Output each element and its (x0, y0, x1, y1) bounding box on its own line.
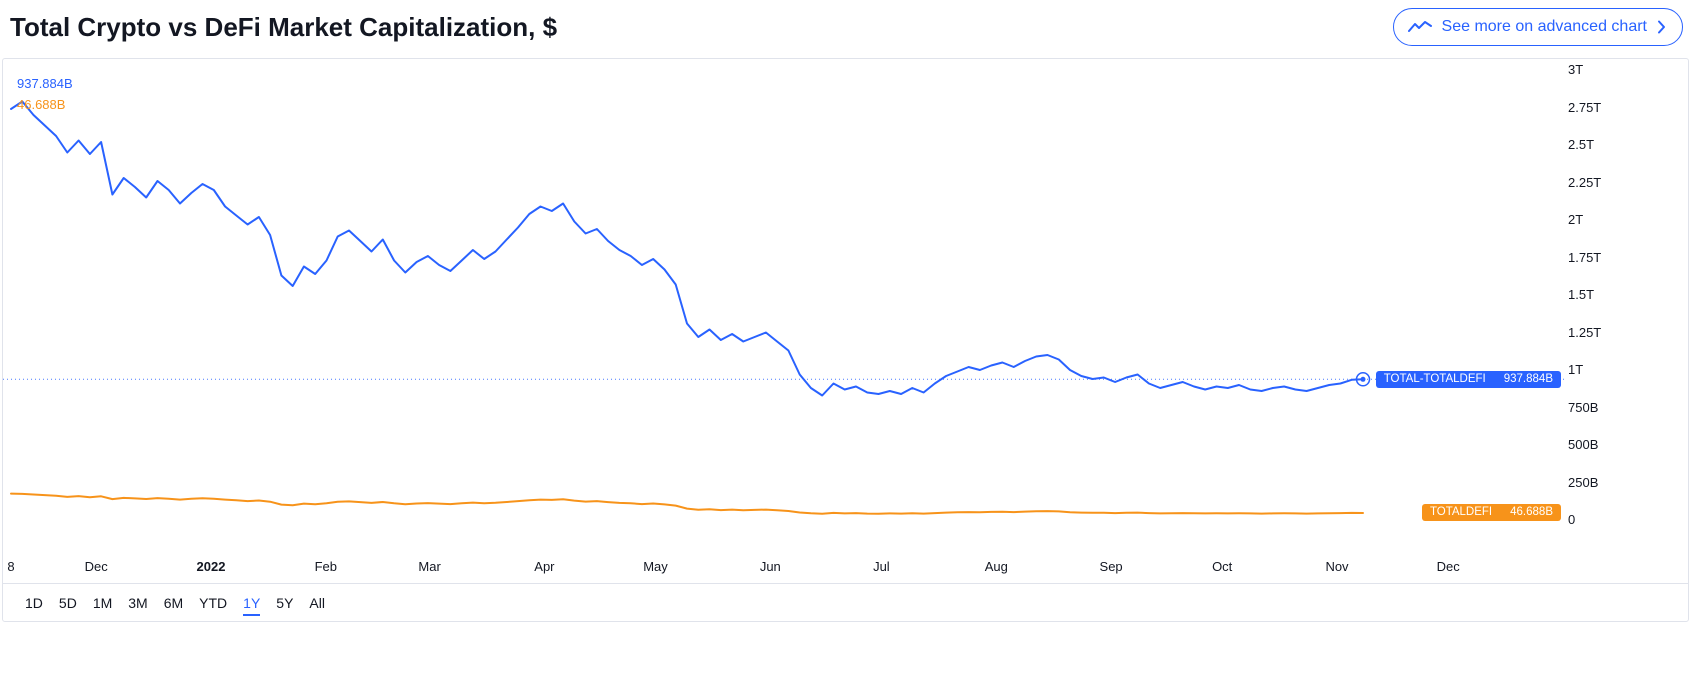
range-toolbar: 1D 5D 1M 3M 6M YTD 1Y 5Y All (3, 583, 1688, 621)
y-axis-label: 1.75T (1568, 249, 1602, 265)
last-point-ring (1355, 372, 1371, 387)
y-axis-label: 3T (1568, 62, 1584, 77)
x-axis-label: Dec (1436, 559, 1460, 574)
price-label-total-value: 937.884B (1503, 372, 1553, 385)
series-line-totaldefi (10, 492, 1364, 515)
x-axis-label: Dec (84, 559, 108, 574)
y-axis-label: 250B (1568, 474, 1599, 490)
x-axis-label: Jun (759, 559, 781, 574)
advanced-chart-button[interactable]: See more on advanced chart (1392, 8, 1683, 46)
line-chart-icon (1407, 21, 1432, 32)
range-button-ytd[interactable]: YTD (191, 590, 235, 616)
last-point-dot (1360, 376, 1366, 382)
x-axis-label: 8 (7, 559, 15, 574)
range-button-all[interactable]: All (301, 590, 333, 616)
x-axis-label: Mar (418, 559, 441, 574)
chart-plot-area[interactable] (3, 59, 1565, 583)
x-axis-label: 2022 (196, 559, 226, 574)
page-title: Total Crypto vs DeFi Market Capitalizati… (10, 12, 558, 42)
y-axis-label: 2.5T (1568, 137, 1595, 152)
y-axis-label: 2.25T (1568, 174, 1602, 190)
legend-total-value: 937.884B (17, 76, 73, 91)
y-axis-label: 1.25T (1568, 324, 1602, 340)
range-button-6m[interactable]: 6M (156, 590, 191, 616)
price-label-defi: TOTALDEFI 46.688B (1421, 504, 1561, 522)
price-label-total: TOTAL-TOTALDEFI 937.884B (1375, 370, 1561, 388)
x-axis-label: Oct (1212, 559, 1233, 574)
y-axis-label: 2.75T (1568, 99, 1602, 115)
x-axis-label: Jul (873, 559, 890, 574)
range-button-5d[interactable]: 5D (51, 590, 85, 616)
x-axis-label: Apr (534, 559, 555, 574)
x-axis-label: Sep (1099, 559, 1123, 574)
chevron-right-icon (1658, 20, 1665, 34)
range-button-1d[interactable]: 1D (17, 590, 51, 616)
y-axis-label: 750B (1568, 399, 1599, 415)
range-button-3m[interactable]: 3M (120, 590, 155, 616)
advanced-chart-button-label: See more on advanced chart (1441, 18, 1647, 35)
x-axis-label: Feb (314, 559, 337, 574)
legend-defi-value: 46.688B (17, 97, 66, 112)
range-button-5y[interactable]: 5Y (268, 590, 301, 616)
y-axis-label: 1T (1568, 362, 1584, 377)
x-axis-label: Nov (1325, 559, 1349, 574)
range-button-1m[interactable]: 1M (85, 590, 120, 616)
chart-legend: 937.884B 46.688B (17, 73, 73, 115)
chart-widget: 937.884B 46.688B 3T 2.75T 2.5T 2.25T 2T 1.75T… (2, 58, 1689, 622)
y-axis-label: 2T (1568, 212, 1584, 227)
widget-header: Total Crypto vs DeFi Market Capitalizati… (0, 0, 1691, 58)
y-axis-label: 0 (1568, 512, 1576, 527)
y-axis-label: 1.5T (1568, 287, 1595, 302)
x-axis-label: May (643, 559, 668, 574)
y-axis-label: 500B (1568, 437, 1599, 452)
range-button-1y[interactable]: 1Y (235, 590, 268, 616)
chart-area: 937.884B 46.688B 3T 2.75T 2.5T 2.25T 2T 1.75T… (3, 59, 1688, 583)
price-label-defi-value: 46.688B (1510, 506, 1553, 519)
x-axis-label: Aug (984, 559, 1008, 574)
price-label-defi-name: TOTALDEFI (1429, 506, 1493, 519)
series-line-total-totaldefi (10, 100, 1364, 397)
price-label-total-name: TOTAL-TOTALDEFI (1383, 372, 1486, 385)
